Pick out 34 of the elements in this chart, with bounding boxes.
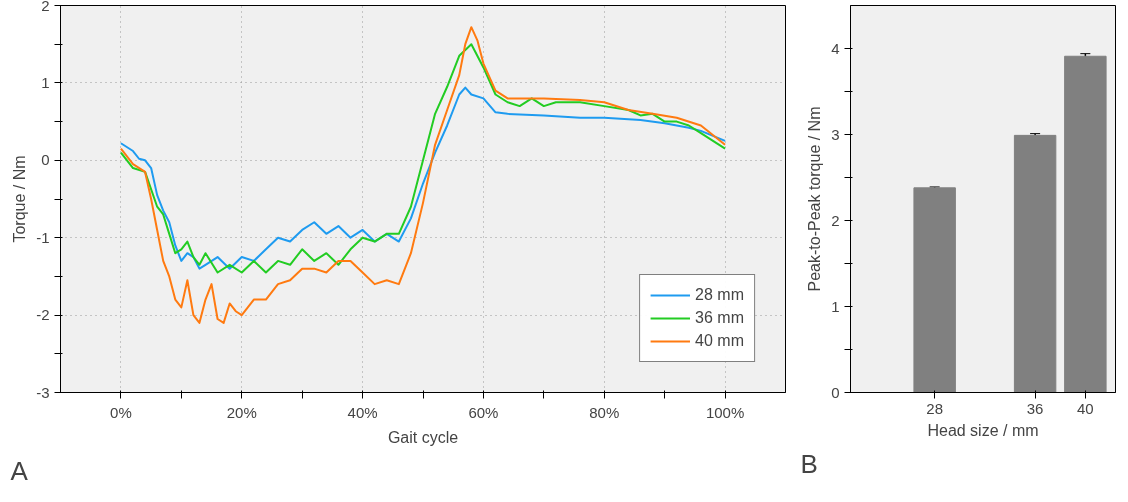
y-tick-label: 0 <box>831 383 840 401</box>
x-axis-title: Head size / mm <box>927 421 1039 439</box>
y-axis-title: Peak-to-Peak torque / Nm <box>806 106 824 292</box>
line-series <box>119 43 727 274</box>
y-axis-title: Torque / Nm <box>11 155 29 243</box>
x-tick-label: 40 <box>1077 399 1094 417</box>
y-tick-label: 2 <box>831 211 840 229</box>
y-tick-label: 4 <box>831 39 840 57</box>
y-tick-label: -3 <box>36 383 50 401</box>
x-tick-label: 80% <box>589 403 620 421</box>
text: A <box>10 455 29 486</box>
y-tick-label: -1 <box>36 228 50 246</box>
bar <box>1013 134 1057 393</box>
y-tick-label: 3 <box>831 125 840 143</box>
legend-label: 36 mm <box>695 309 744 327</box>
text: B <box>800 448 818 479</box>
x-tick-label: 0% <box>110 403 132 421</box>
y-tick-label: 1 <box>831 297 840 315</box>
legend-label: 28 mm <box>695 286 744 304</box>
y-tick-label: 0 <box>41 151 50 169</box>
bar <box>913 187 956 393</box>
x-tick-label: 60% <box>468 403 499 421</box>
y-tick-label: 1 <box>41 73 50 91</box>
x-tick-label: 20% <box>226 403 257 421</box>
line-series <box>119 86 727 270</box>
x-axis-title: Gait cycle <box>387 428 459 446</box>
x-tick-label: 36 <box>1026 399 1044 417</box>
x-tick-label: 40% <box>347 403 378 421</box>
legend-label: 40 mm <box>695 332 744 350</box>
y-tick-label: -2 <box>36 306 50 324</box>
y-tick-label: 2 <box>41 0 50 14</box>
bar <box>1064 55 1107 393</box>
x-tick-label: 28 <box>926 399 943 417</box>
x-tick-label: 100% <box>705 403 745 421</box>
